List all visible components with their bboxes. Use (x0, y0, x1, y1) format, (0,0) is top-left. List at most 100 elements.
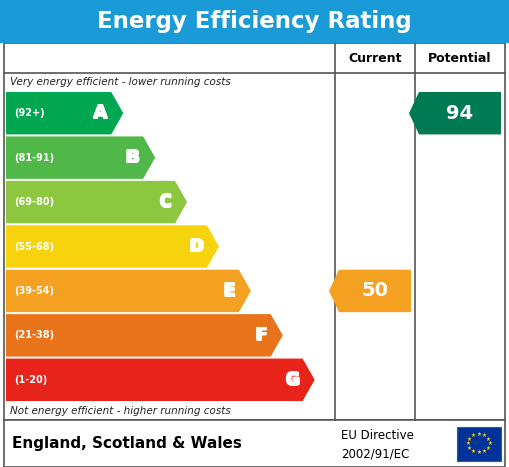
Text: (1-20): (1-20) (14, 375, 47, 385)
Text: G: G (285, 372, 299, 389)
Polygon shape (409, 92, 501, 134)
Text: C: C (160, 192, 172, 210)
Text: F: F (254, 325, 266, 344)
Text: ★: ★ (482, 433, 487, 438)
Text: B: B (125, 148, 138, 166)
Text: E: E (223, 283, 234, 301)
Text: B: B (126, 148, 140, 166)
Text: B: B (126, 149, 140, 168)
Polygon shape (6, 136, 155, 179)
Text: C: C (160, 194, 172, 212)
Polygon shape (6, 270, 251, 312)
Text: B: B (125, 149, 138, 167)
Text: ★: ★ (467, 446, 472, 451)
Text: C: C (159, 192, 171, 210)
Text: D: D (188, 237, 202, 255)
Text: C: C (160, 193, 172, 211)
Text: F: F (254, 326, 266, 344)
Text: B: B (126, 149, 139, 168)
Text: ★: ★ (466, 441, 470, 446)
Text: B: B (125, 149, 138, 168)
Text: D: D (189, 237, 203, 255)
Bar (4, 43, 505, 420)
Text: C: C (158, 192, 171, 210)
Text: E: E (223, 282, 234, 300)
Text: G: G (284, 370, 298, 388)
Text: A: A (94, 103, 108, 121)
Text: ★: ★ (471, 449, 476, 454)
Polygon shape (329, 270, 411, 312)
Text: D: D (190, 238, 204, 256)
Text: D: D (189, 238, 203, 255)
Text: F: F (256, 326, 267, 344)
Text: D: D (190, 237, 204, 255)
Text: ★: ★ (476, 450, 482, 455)
Text: G: G (284, 371, 298, 389)
Text: A: A (93, 103, 107, 121)
Text: (92+): (92+) (14, 108, 45, 118)
Polygon shape (6, 359, 315, 401)
Text: G: G (284, 372, 298, 389)
Text: E: E (224, 283, 236, 301)
Text: E: E (223, 282, 235, 300)
Text: G: G (286, 370, 299, 388)
Text: C: C (159, 194, 171, 212)
Text: (39-54): (39-54) (14, 286, 54, 296)
Text: 2002/91/EC: 2002/91/EC (341, 447, 409, 460)
Text: F: F (256, 327, 268, 345)
Text: Current: Current (348, 51, 402, 64)
Text: B: B (126, 149, 139, 167)
Text: England, Scotland & Wales: England, Scotland & Wales (12, 436, 242, 451)
Polygon shape (6, 181, 187, 223)
Text: Very energy efficient - lower running costs: Very energy efficient - lower running co… (10, 77, 231, 87)
Text: ★: ★ (486, 446, 491, 451)
Text: A: A (93, 104, 106, 122)
Polygon shape (6, 314, 283, 357)
Text: B: B (126, 149, 140, 167)
Text: G: G (286, 372, 299, 389)
Text: 50: 50 (361, 282, 388, 300)
Text: (81-91): (81-91) (14, 153, 54, 163)
Text: F: F (256, 327, 267, 345)
Text: 94: 94 (446, 104, 473, 123)
Text: Potential: Potential (428, 51, 492, 64)
Text: E: E (224, 281, 236, 299)
Text: F: F (254, 327, 266, 345)
Polygon shape (6, 225, 219, 268)
Text: ★: ★ (482, 449, 487, 454)
Text: ★: ★ (488, 441, 492, 446)
Polygon shape (6, 92, 123, 134)
Text: D: D (188, 238, 202, 256)
Text: ★: ★ (476, 432, 482, 437)
Text: D: D (189, 238, 203, 256)
Text: A: A (93, 103, 106, 121)
Text: EU Directive: EU Directive (341, 429, 414, 441)
Text: ★: ★ (486, 437, 491, 441)
Text: B: B (126, 148, 139, 166)
Text: A: A (93, 104, 107, 122)
Text: D: D (190, 238, 204, 255)
Text: (21-38): (21-38) (14, 330, 54, 340)
Text: C: C (159, 193, 171, 211)
Text: E: E (223, 281, 234, 299)
Text: E: E (223, 283, 235, 301)
Text: A: A (94, 105, 108, 123)
Text: A: A (94, 104, 108, 122)
Text: C: C (158, 193, 171, 211)
Text: C: C (158, 194, 171, 212)
Text: G: G (286, 371, 299, 389)
Text: F: F (256, 325, 267, 344)
Text: F: F (256, 325, 268, 344)
Text: F: F (256, 326, 268, 344)
Text: E: E (224, 282, 236, 300)
Text: (69-80): (69-80) (14, 197, 54, 207)
Bar (0, 0, 509, 43)
Text: A: A (93, 105, 107, 123)
Text: A: A (93, 105, 106, 123)
Text: Energy Efficiency Rating: Energy Efficiency Rating (97, 10, 412, 33)
Text: ★: ★ (471, 433, 476, 438)
Text: D: D (188, 238, 202, 255)
Text: ★: ★ (467, 437, 472, 441)
Bar (4, 420, 505, 467)
Bar (457, 426, 501, 460)
